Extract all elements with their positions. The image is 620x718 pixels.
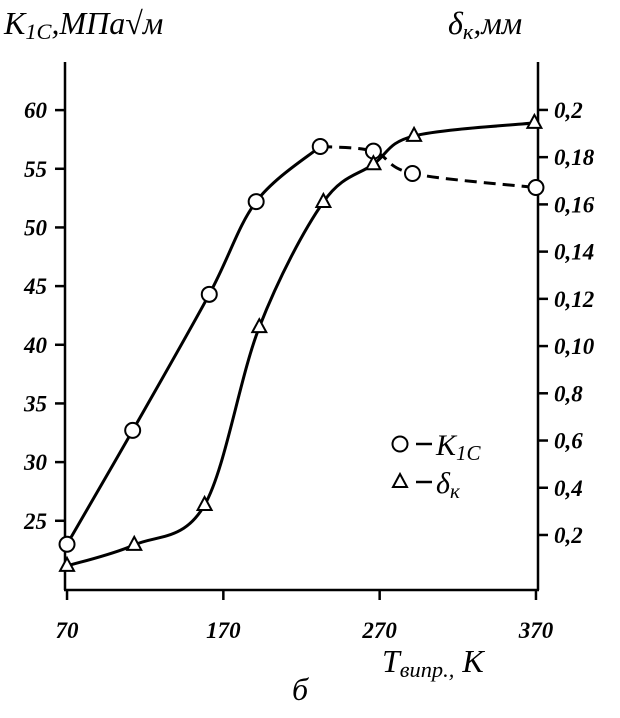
y-axis-label: K1C,МПа√м xyxy=(3,5,163,44)
marker xyxy=(58,535,76,553)
y-axis-label-part: K xyxy=(3,5,27,41)
y-axis-label-part: 1C xyxy=(25,19,52,44)
series-line xyxy=(66,121,535,568)
marker xyxy=(125,534,143,551)
y-tick-label: 25 xyxy=(23,509,47,534)
y-tick-label: 50 xyxy=(24,215,48,240)
legend-marker xyxy=(391,471,409,488)
marker xyxy=(525,112,544,129)
legend-label: K1C xyxy=(435,429,482,465)
y-tick-label: 35 xyxy=(23,391,47,416)
marker xyxy=(314,191,333,209)
y-tick-label: 60 xyxy=(24,98,48,123)
y2-tick-label: 0,6 xyxy=(554,429,583,454)
caption: б xyxy=(292,671,309,707)
y2-axis-label: δк,мм xyxy=(448,5,522,44)
x-tick-label: 270 xyxy=(361,618,397,643)
y2-tick-label: 0,18 xyxy=(554,145,595,170)
marker xyxy=(247,193,265,211)
legend-label-part: к xyxy=(450,479,460,503)
marker xyxy=(527,179,545,197)
y2-tick-label: 0,10 xyxy=(554,334,595,359)
marker xyxy=(124,421,142,439)
marker xyxy=(364,154,383,171)
y2-tick-label: 0,2 xyxy=(554,523,583,548)
marker xyxy=(58,555,76,572)
y2-tick-label: 0,2 xyxy=(554,98,583,123)
y-tick-label: 45 xyxy=(23,274,47,299)
legend-label: δк xyxy=(436,467,460,503)
marker xyxy=(200,285,218,303)
y2-axis-label-part: δ xyxy=(448,5,464,41)
x-axis-label: Tвипр., К xyxy=(382,643,485,682)
legend-label-part: δ xyxy=(436,467,451,500)
series-line xyxy=(320,144,537,190)
x-axis-label-part: К xyxy=(454,643,485,679)
marker xyxy=(403,164,421,182)
legend-label-part: 1C xyxy=(456,441,482,465)
marker xyxy=(250,317,268,334)
y2-axis-label-part: к xyxy=(463,19,474,44)
series-line xyxy=(65,145,322,545)
y2-tick-label: 0,16 xyxy=(554,192,595,217)
marker xyxy=(311,137,329,155)
marker xyxy=(195,494,214,511)
y2-tick-label: 0,12 xyxy=(554,287,594,312)
legend-marker xyxy=(391,435,409,453)
y2-axis-label-part: ,мм xyxy=(473,5,522,41)
x-tick-label: 170 xyxy=(206,618,241,643)
y2-tick-label: 0,8 xyxy=(554,381,583,406)
y-tick-label: 40 xyxy=(23,333,48,358)
y2-tick-label: 0,4 xyxy=(554,476,583,501)
y-tick-label: 55 xyxy=(24,157,47,182)
y-axis-label-part: ,МПа√м xyxy=(51,5,163,41)
x-tick-label: 70 xyxy=(56,618,80,643)
x-axis-label-part: випр., xyxy=(400,657,455,682)
y-tick-label: 30 xyxy=(23,450,48,475)
x-tick-label: 370 xyxy=(518,618,554,643)
x-axis-label-part: T xyxy=(382,643,402,679)
y2-tick-label: 0,14 xyxy=(554,240,594,265)
marker xyxy=(405,125,423,142)
legend-label-part: K xyxy=(435,429,458,462)
